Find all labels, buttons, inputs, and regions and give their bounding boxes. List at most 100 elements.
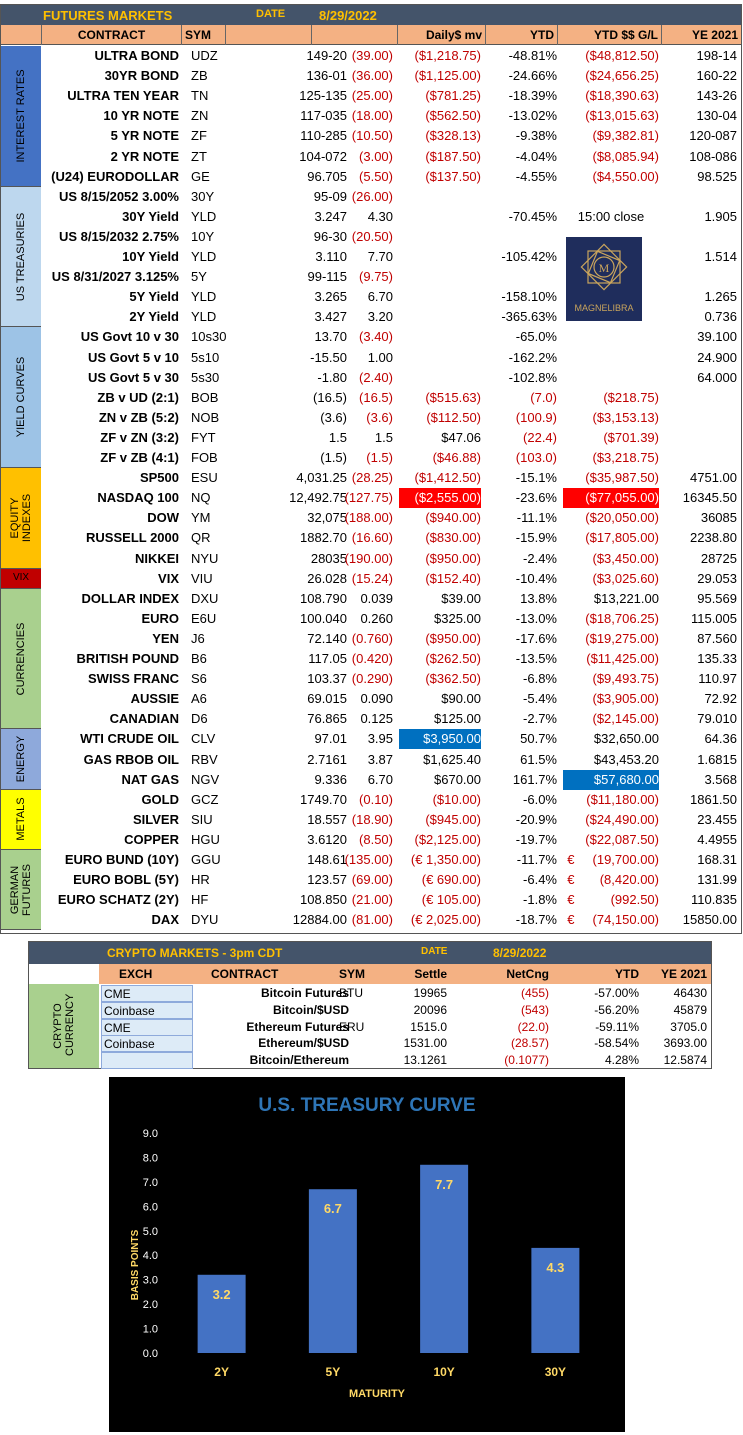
netcng-cell: (28.57) bbox=[510, 1036, 549, 1051]
ytd-cell: -48.81% bbox=[508, 48, 557, 63]
change-cell: (135.00) bbox=[344, 852, 393, 867]
daily-mv-cell bbox=[399, 227, 481, 247]
table-row: 30YR BOND ZB 136-01 (36.00) ($1,125.00) -24.6… bbox=[41, 66, 741, 86]
contract-cell: SP500 bbox=[139, 470, 179, 486]
ytd-cell: (103.0) bbox=[515, 450, 557, 465]
daily-mv-cell: ($515.63) bbox=[425, 389, 481, 405]
daily-mv-cell: (€ 2,025.00) bbox=[410, 912, 481, 928]
ytd-cell: -102.8% bbox=[508, 369, 557, 385]
price-cell: 18.557 bbox=[307, 811, 347, 827]
ytd-cell: 61.5% bbox=[520, 751, 557, 767]
ye-2021-cell: 160-22 bbox=[696, 68, 737, 84]
contract-cell: GOLD bbox=[141, 791, 179, 807]
exch-cell bbox=[101, 1052, 193, 1070]
y-tick-label: 3.0 bbox=[143, 1275, 158, 1287]
section-label-us-treasuries: US TREASURIES bbox=[1, 186, 41, 328]
contract-cell: 5Y Yield bbox=[129, 289, 179, 305]
ytd-gl-cell: ($3,218.75) bbox=[592, 450, 660, 465]
contract-cell: ZF v ZB (4:1) bbox=[100, 450, 179, 465]
ytd-cell: -11.7% bbox=[516, 852, 557, 867]
table-row: NIKKEI NYU 28035 (190.00) ($950.00) -2.4% ($3,… bbox=[41, 549, 741, 569]
table-row: ZB v UD (2:1) BOB (16.5) (16.5) ($515.63) (7.… bbox=[41, 388, 741, 408]
ytd-gl-cell: € (8,420.00) bbox=[567, 872, 659, 888]
price-cell: 110-285 bbox=[300, 128, 347, 144]
crypto-table: CRYPTO MARKETS - 3pm CDT DATE 8/29/2022 … bbox=[28, 941, 712, 1070]
daily-mv-cell bbox=[399, 327, 481, 347]
table-row: SWISS FRANC S6 103.37 (0.290) ($362.50) -6.8%… bbox=[41, 669, 741, 689]
change-cell: (0.290) bbox=[351, 671, 393, 687]
price-cell: 3.110 bbox=[315, 249, 347, 264]
daily-mv-cell bbox=[399, 287, 481, 307]
change-cell: (18.90) bbox=[351, 811, 393, 827]
crypto-sym-cell: BTU bbox=[339, 986, 363, 1000]
ytd-gl-cell: ($19,275.00) bbox=[585, 630, 659, 646]
price-cell: 3.6120 bbox=[307, 831, 347, 847]
crypto-ytd-cell: -56.20% bbox=[594, 1002, 639, 1017]
ytd-cell: -17.6% bbox=[515, 630, 557, 646]
crypto-ytd-cell: -58.54% bbox=[594, 1036, 639, 1051]
price-cell: 148.61 bbox=[307, 852, 347, 867]
ytd-cell: -19.7% bbox=[515, 831, 557, 847]
price-cell: (1.5) bbox=[320, 450, 347, 465]
daily-mv-cell: ($1,412.50) bbox=[414, 470, 482, 486]
exch-cell: Coinbase bbox=[101, 1001, 193, 1019]
daily-mv-cell: (€ 1,350.00) bbox=[410, 852, 481, 867]
table-row: GOLD GCZ 1749.70 (0.10) ($10.00) -6.0% ($11,18… bbox=[41, 790, 741, 810]
daily-mv-cell: ($362.50) bbox=[425, 671, 481, 687]
change-cell: (81.00) bbox=[351, 912, 393, 928]
data-label-30y: 4.3 bbox=[546, 1260, 564, 1275]
ytd-cell: -162.2% bbox=[508, 349, 557, 365]
table-row: US 8/15/2052 3.00% 30Y 95-09 (26.00) bbox=[41, 187, 741, 207]
contract-cell: ULTRA TEN YEAR bbox=[67, 88, 179, 104]
ytd-cell bbox=[489, 187, 557, 207]
exch-cell: Coinbase bbox=[101, 1035, 193, 1053]
ytd-gl-cell bbox=[563, 368, 659, 388]
crypto-contract-cell: Bitcoin Futures bbox=[260, 986, 349, 1000]
crypto-date: 8/29/2022 bbox=[493, 946, 547, 960]
price-cell: 3.247 bbox=[314, 208, 347, 224]
table-row: 10 YR NOTE ZN 117-035 (18.00) ($562.50) -13.0… bbox=[41, 106, 741, 126]
contract-cell: BRITISH POUND bbox=[76, 651, 179, 666]
x-tick-label-30y: 30Y bbox=[545, 1365, 566, 1379]
y-tick-label: 9.0 bbox=[143, 1128, 158, 1140]
section-label-metals: METALS bbox=[1, 789, 41, 850]
contract-cell: EURO SCHATZ (2Y) bbox=[57, 892, 179, 908]
ytd-gl-cell: ($11,425.00) bbox=[586, 651, 659, 666]
x-tick-label-10y: 10Y bbox=[433, 1365, 454, 1379]
daily-mv-cell: $39.00 bbox=[441, 590, 481, 606]
price-cell: 1.5 bbox=[328, 429, 347, 445]
ytd-cell: -4.04% bbox=[515, 148, 557, 164]
ytd-gl-cell: $32,650.00 bbox=[593, 731, 659, 747]
chart-ylabel: BASIS POINTS bbox=[130, 1229, 141, 1300]
daily-mv-cell: ($328.13) bbox=[425, 128, 481, 144]
daily-mv-cell: ($152.40) bbox=[425, 570, 481, 586]
change-cell: (69.00) bbox=[351, 872, 393, 888]
ye-2021-cell bbox=[665, 408, 737, 428]
exch-cell: CME bbox=[101, 985, 193, 1002]
ye-2021-cell: 2238.80 bbox=[690, 530, 737, 546]
crypto-row: CME Ethereum Futures ERU 1515.0 (22.0) -59.11… bbox=[99, 1018, 711, 1036]
change-cell: 6.70 bbox=[367, 771, 393, 787]
chart-svg: U.S. TREASURY CURVE MATURITY BASIS POINT… bbox=[130, 1095, 580, 1400]
price-cell: 136-01 bbox=[306, 68, 347, 84]
change-cell: 1.00 bbox=[367, 349, 393, 365]
table-row: 2Y Yield YLD 3.427 3.20 -365.63% 0.736 bbox=[41, 307, 741, 327]
section-label-currencies: CURRENCIES bbox=[1, 588, 41, 730]
price-cell: 97.01 bbox=[314, 731, 347, 747]
ye-2021-cell: 29.053 bbox=[697, 570, 737, 586]
ytd-cell: -18.39% bbox=[508, 88, 557, 104]
ytd-cell: 161.7% bbox=[512, 771, 557, 787]
ytd-gl-cell: € (74,150.00) bbox=[567, 912, 659, 928]
daily-mv-cell bbox=[399, 207, 481, 227]
section-label-german-futures: GERMAN FUTURES bbox=[1, 850, 41, 931]
sym-cell: FYT bbox=[191, 429, 216, 445]
table-row: 5 YR NOTE ZF 110-285 (10.50) ($328.13) -9.38%… bbox=[41, 126, 741, 146]
daily-mv-cell: ($781.25) bbox=[425, 88, 481, 104]
price-cell: 3.427 bbox=[314, 309, 347, 325]
ytd-gl-cell: ($701.39) bbox=[603, 429, 659, 445]
table-row: (U24) EURODOLLAR GE 96.705 (5.50) ($137.50) -… bbox=[41, 167, 741, 187]
change-cell: 0.260 bbox=[360, 610, 393, 626]
daily-mv-cell: $670.00 bbox=[434, 771, 481, 787]
daily-mv-cell: ($137.50) bbox=[425, 168, 481, 184]
contract-cell: DOW bbox=[147, 510, 179, 526]
